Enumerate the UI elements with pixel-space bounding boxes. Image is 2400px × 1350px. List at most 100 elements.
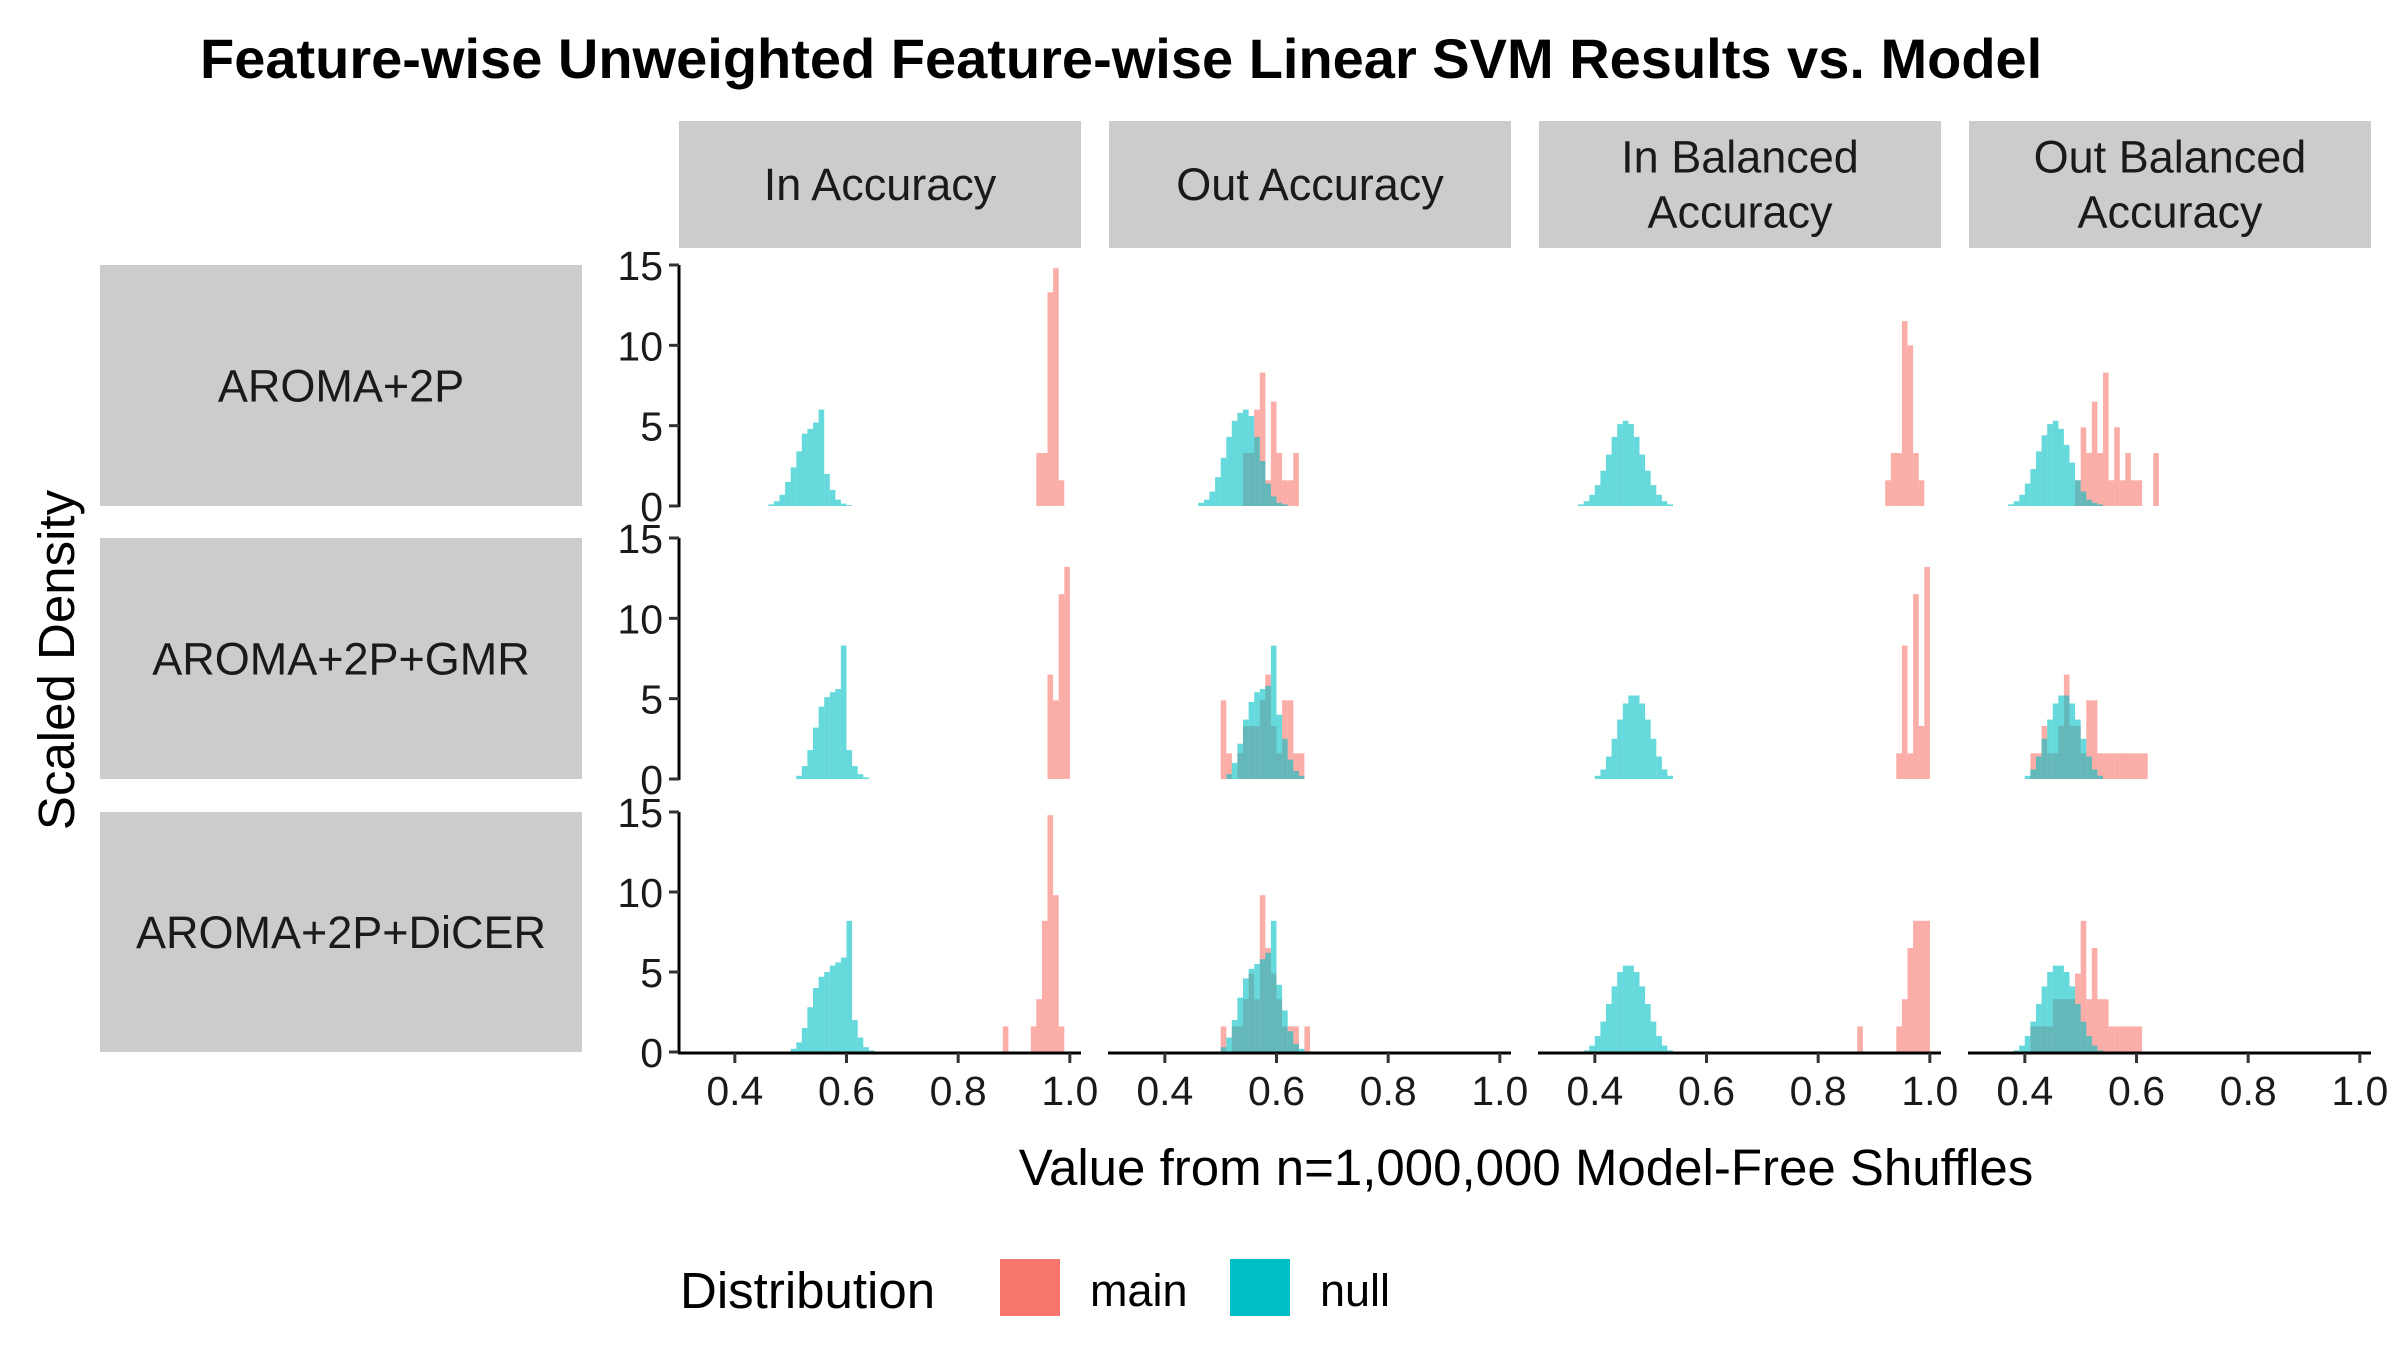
bar-null — [801, 766, 808, 779]
bar-main — [1058, 1026, 1065, 1052]
bar-null — [1583, 501, 1590, 506]
bar-null — [840, 645, 847, 779]
bar-main — [1047, 292, 1054, 506]
bar-main — [1226, 753, 1232, 779]
bar-null — [1203, 499, 1210, 506]
bar-null — [857, 774, 864, 779]
bar-null — [1639, 703, 1646, 779]
bar-null — [1265, 483, 1271, 506]
bar-main — [2091, 401, 2098, 506]
bar-null — [790, 1048, 797, 1052]
bar-main — [1047, 815, 1054, 1052]
bar-main — [2103, 999, 2109, 1052]
bar-main — [2136, 753, 2143, 779]
bar-null — [2024, 483, 2031, 506]
bar-null — [1617, 972, 1623, 1052]
bar-null — [1611, 986, 1618, 1052]
y-tick-label: 0 — [640, 757, 663, 803]
bar-null — [818, 976, 825, 1052]
bar-main — [2080, 427, 2087, 506]
bar-null — [1226, 774, 1232, 779]
bar-null — [824, 473, 830, 506]
bar-main — [1293, 1026, 1299, 1052]
bar-null — [1622, 965, 1629, 1052]
bar-null — [1594, 485, 1601, 506]
bar-main — [2114, 753, 2120, 779]
bar-null — [852, 766, 858, 779]
bar-main — [2125, 1026, 2131, 1052]
bar-main — [2086, 999, 2092, 1052]
bar-main — [1857, 1026, 1863, 1052]
bar-null — [1606, 454, 1612, 506]
bar-null — [1661, 501, 1668, 506]
bar-null — [796, 1042, 802, 1052]
bar-null — [1298, 775, 1305, 779]
bar-null — [2047, 719, 2053, 779]
bar-null — [796, 775, 802, 779]
bar-null — [1600, 1021, 1606, 1052]
bar-main — [1924, 920, 1930, 1052]
bar-main — [1907, 753, 1914, 779]
bar-null — [818, 706, 825, 779]
bar-null — [2075, 480, 2081, 506]
bar-null — [2063, 972, 2070, 1052]
legend-swatch-main — [1000, 1259, 1060, 1316]
bar-main — [1287, 700, 1294, 779]
x-tick-label: 0.8 — [1360, 1068, 1417, 1114]
strip-out-balanced-accuracy — [1969, 121, 2371, 248]
bar-main — [1896, 453, 1902, 506]
bar-null — [863, 1047, 869, 1052]
bar-main — [1918, 480, 1925, 506]
strip-aroma-2p-gmr — [100, 538, 582, 779]
bar-null — [801, 433, 808, 506]
bar-null — [835, 689, 841, 779]
bar-main — [2153, 453, 2159, 506]
bar-main — [1047, 674, 1054, 779]
y-tick-label: 5 — [640, 677, 663, 723]
bar-null — [1650, 1021, 1657, 1052]
bar-null — [2086, 1036, 2092, 1052]
x-tick-label: 0.8 — [930, 1068, 987, 1114]
panel-aroma-2p-dicer-out-balanced-accuracy — [2013, 920, 2143, 1052]
bar-null — [2041, 986, 2048, 1052]
panel-aroma-2p-in-accuracy — [768, 268, 1065, 506]
bar-null — [1661, 769, 1668, 779]
bar-main — [1053, 268, 1059, 506]
bar-main — [2114, 1026, 2120, 1052]
bar-null — [2047, 424, 2053, 506]
bar-main — [1913, 920, 1919, 1052]
bar-main — [1901, 321, 1908, 506]
bar-main — [2103, 372, 2109, 506]
bar-null — [1259, 959, 1266, 1052]
bar-null — [1606, 756, 1612, 779]
bar-main — [2119, 1026, 2126, 1052]
bar-null — [807, 750, 813, 779]
bar-main — [1918, 920, 1925, 1052]
bar-null — [1645, 470, 1651, 506]
bar-null — [1645, 1004, 1651, 1052]
bar-null — [1661, 1045, 1668, 1052]
panel-aroma-2p-gmr-in-accuracy — [796, 566, 1070, 779]
legend-label-null: null — [1320, 1265, 1390, 1316]
panel-aroma-2p-out-balanced-accuracy — [2008, 372, 2159, 506]
bar-null — [2091, 1045, 2098, 1052]
x-tick-label: 0.6 — [2108, 1068, 2165, 1114]
x-tick-label: 1.0 — [2331, 1068, 2388, 1114]
bar-null — [1589, 1045, 1595, 1052]
bar-null — [768, 504, 774, 506]
bar-null — [1611, 738, 1618, 779]
y-tick-label: 15 — [617, 243, 663, 289]
bar-null — [2080, 491, 2087, 506]
bar-main — [2097, 999, 2103, 1052]
bar-main — [1041, 453, 1048, 506]
bar-null — [1265, 952, 1271, 1052]
legend-label-main: main — [1090, 1265, 1188, 1316]
bar-main — [1913, 594, 1919, 779]
bar-null — [813, 727, 819, 779]
bar-main — [1053, 700, 1059, 779]
strip-label-aroma-2p-gmr: AROMA+2P+GMR — [152, 634, 530, 685]
bar-null — [785, 481, 791, 506]
bar-null — [1617, 719, 1623, 779]
bar-null — [2030, 1021, 2036, 1052]
panel-aroma-2p-gmr-in-balanced-accuracy — [1594, 566, 1930, 779]
